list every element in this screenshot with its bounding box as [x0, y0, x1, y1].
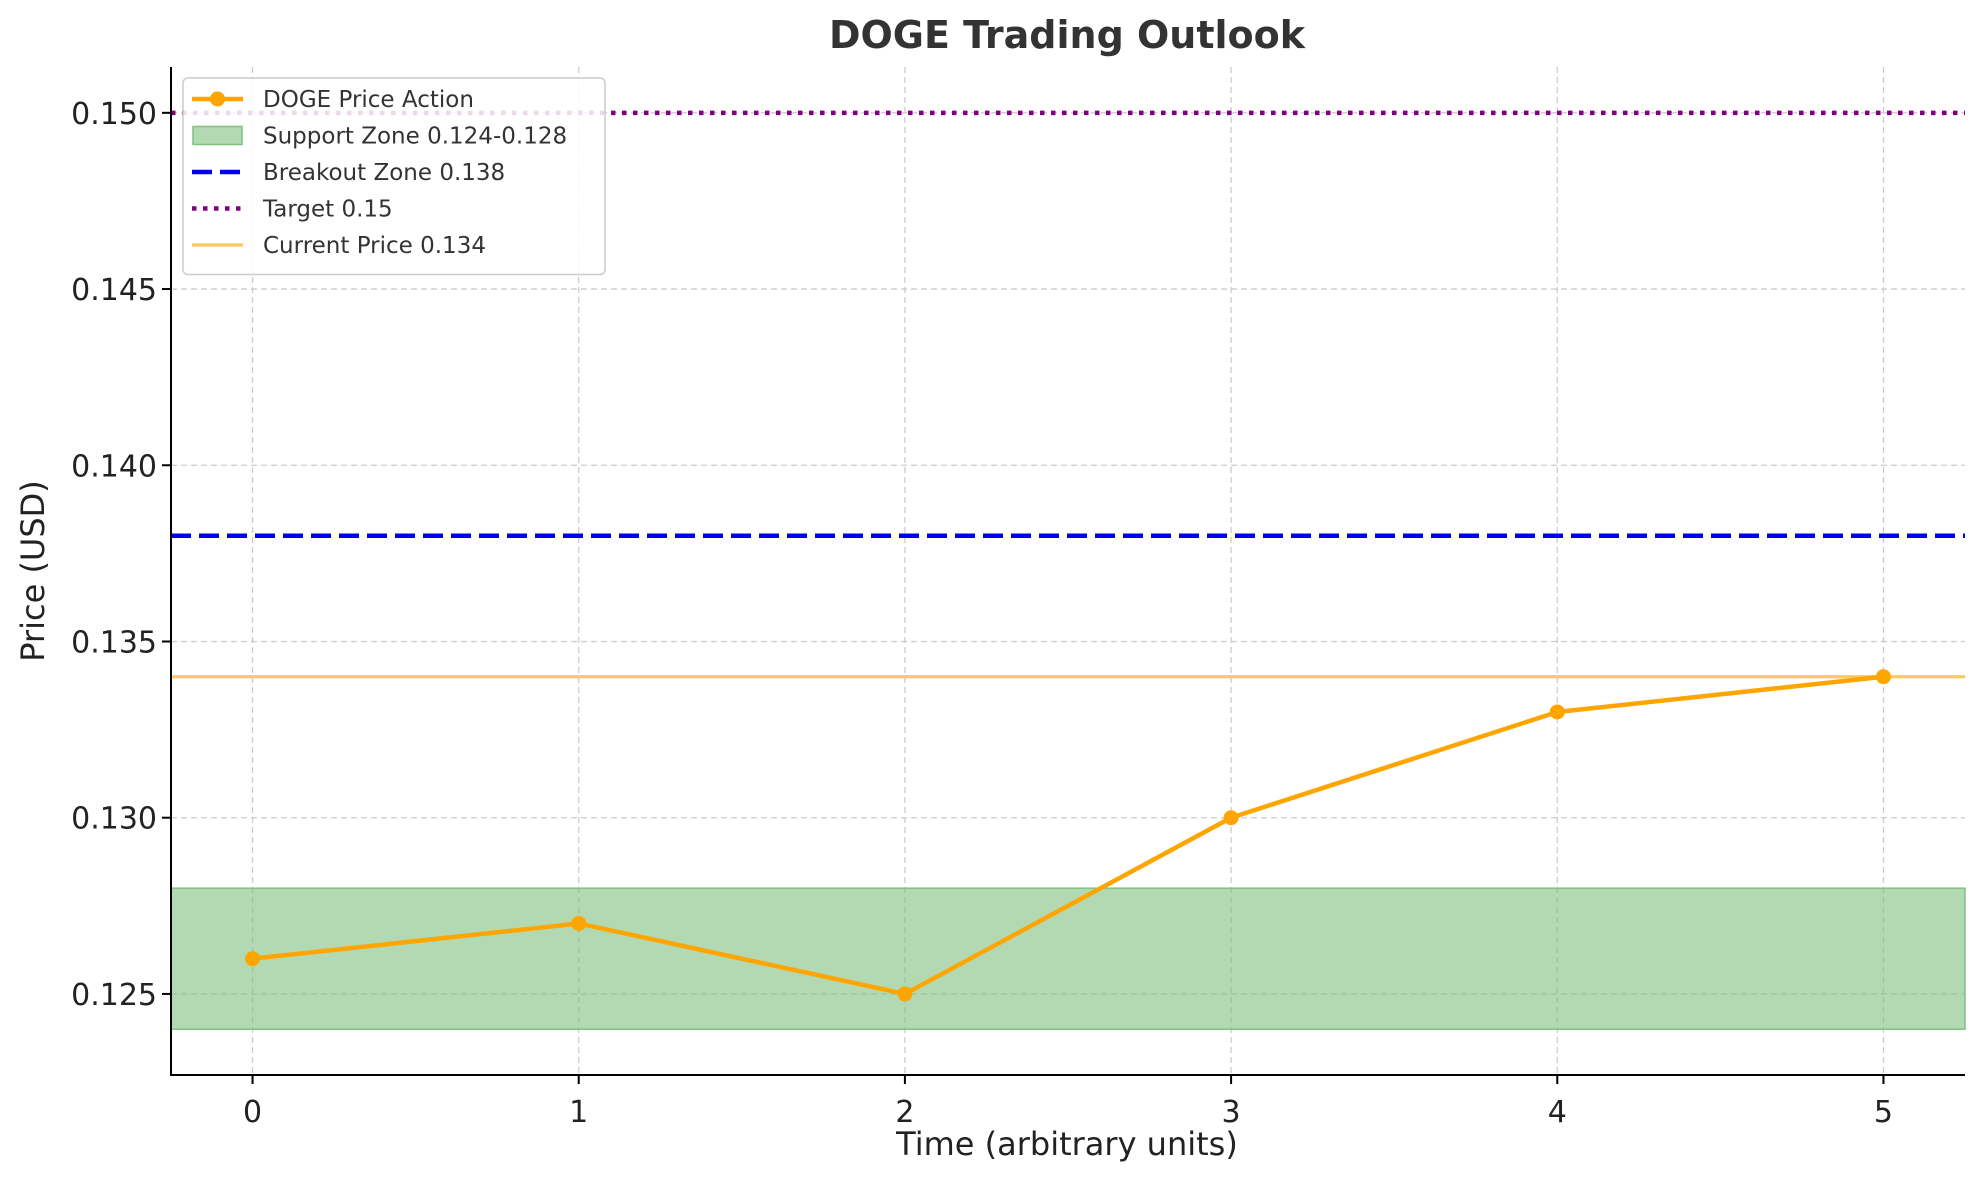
legend-label: DOGE Price Action	[263, 87, 474, 113]
price-line	[252, 674, 1884, 997]
support-zone-layer	[170, 887, 1966, 1030]
legend-swatch-marker	[210, 91, 225, 107]
x-tick-label: 1	[569, 1095, 588, 1130]
price-point	[1549, 704, 1565, 720]
series-layer	[245, 669, 1891, 1002]
ticks: 0 1 2 3 4 5 0.125 0.130 0.135 0.140 0.145 0.150	[71, 97, 1893, 1130]
y-tick-label: 0.125	[71, 978, 157, 1013]
x-tick-label: 2	[895, 1095, 914, 1130]
legend-box	[182, 77, 606, 276]
y-axis-label: Price (USD)	[14, 480, 52, 662]
axes	[170, 67, 1965, 1076]
support-zone-band	[170, 887, 1966, 1030]
y-tick-label: 0.130	[71, 802, 157, 837]
x-axis-label: Time (arbitrary units)	[895, 1125, 1238, 1163]
legend-swatch-support	[192, 125, 243, 146]
y-tick-label: 0.140	[71, 449, 157, 484]
y-tick-label: 0.145	[71, 273, 157, 308]
legend: DOGE Price Action Support Zone 0.124-0.12…	[182, 77, 606, 276]
x-tick-label: 3	[1222, 1095, 1241, 1130]
price-point	[245, 951, 261, 967]
y-tick-label: 0.135	[71, 625, 157, 660]
price-point	[1223, 810, 1239, 826]
legend-label: Breakout Zone 0.138	[263, 160, 505, 186]
x-tick-label: 0	[243, 1095, 262, 1130]
y-tick-label: 0.150	[71, 97, 157, 132]
x-tick-label: 5	[1874, 1095, 1893, 1130]
legend-label: Target 0.15	[262, 197, 393, 223]
price-point	[1875, 669, 1891, 685]
legend-label: Support Zone 0.124-0.128	[263, 124, 567, 150]
chart-title: DOGE Trading Outlook	[829, 13, 1306, 57]
price-point	[897, 986, 913, 1002]
legend-label: Current Price 0.134	[263, 233, 486, 259]
price-point	[571, 915, 587, 931]
x-tick-label: 4	[1548, 1095, 1567, 1130]
